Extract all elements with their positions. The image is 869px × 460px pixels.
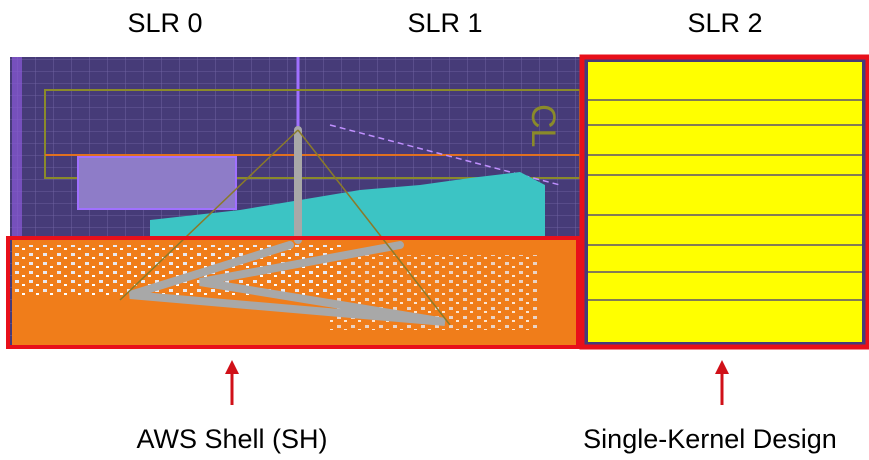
kernel-region <box>582 57 868 347</box>
region-label: CL <box>524 104 562 147</box>
figure: SLR 0 SLR 1 SLR 2 CL <box>0 0 869 460</box>
kernel-label: Single-Kernel Design <box>583 424 837 454</box>
shell-label: AWS Shell (SH) <box>136 424 327 454</box>
floorplan: CL <box>8 57 582 347</box>
slr-header: SLR 0 <box>127 8 202 38</box>
page: {"headers": ["SLR 0", "SLR 1", "SLR 2"],… <box>0 0 869 460</box>
arrows <box>225 360 729 405</box>
slr-header: SLR 2 <box>687 8 762 38</box>
slr-header: SLR 1 <box>407 8 482 38</box>
